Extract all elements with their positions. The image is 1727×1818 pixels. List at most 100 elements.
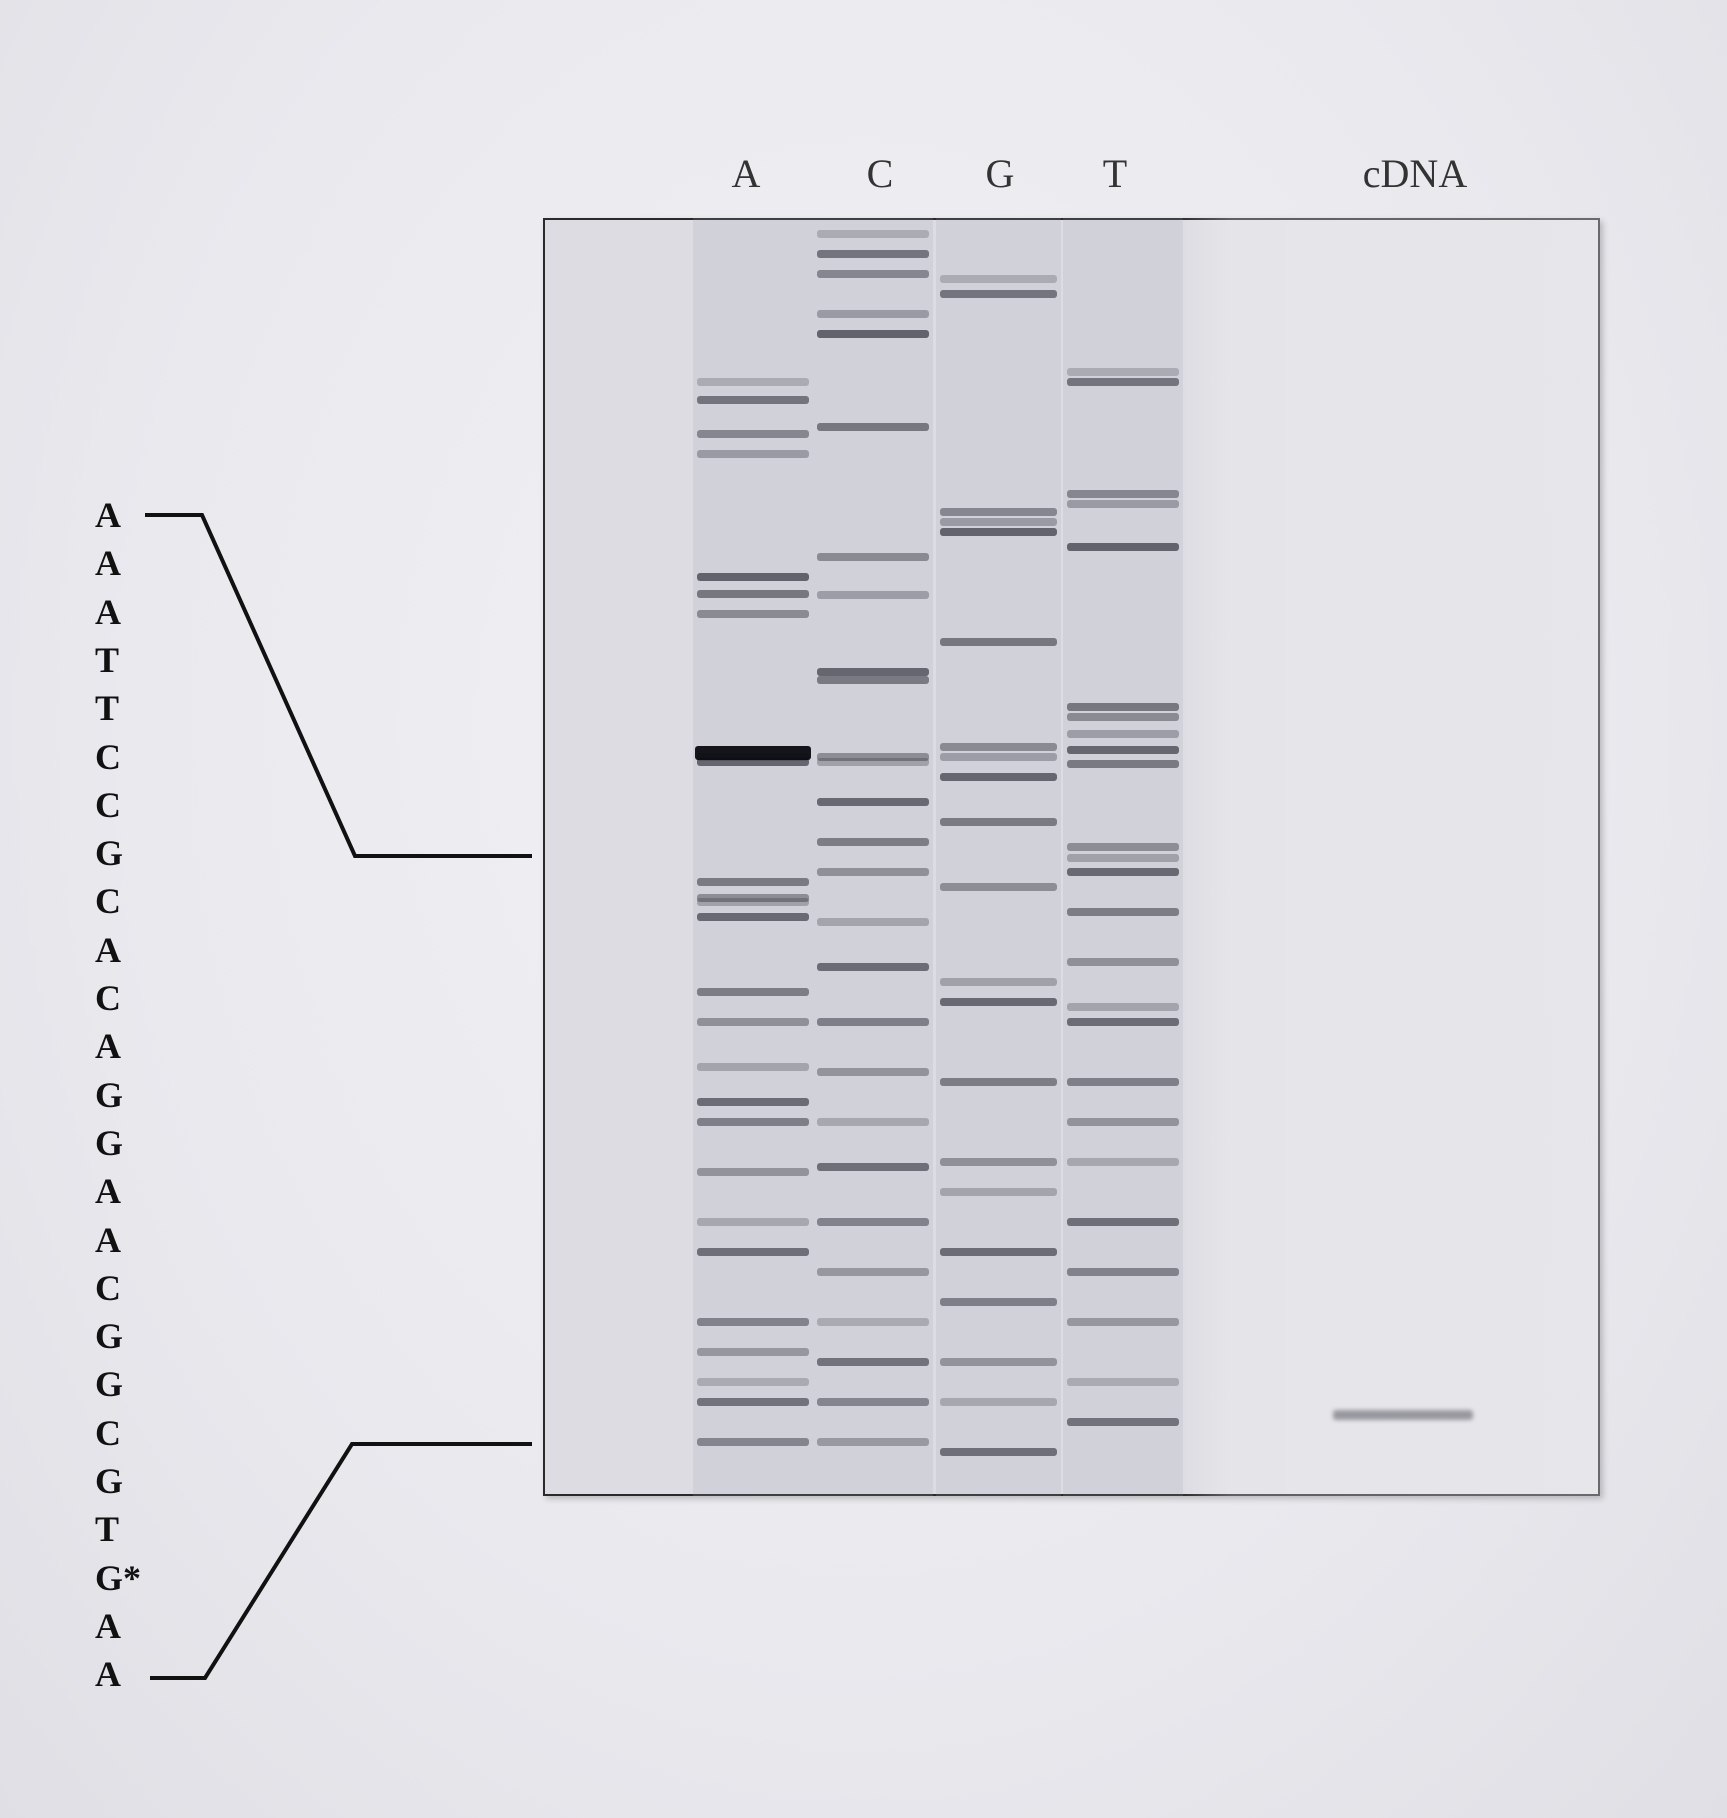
gel-band-strong bbox=[695, 746, 811, 760]
sequence-base: G bbox=[95, 1074, 124, 1115]
gel-band bbox=[817, 1218, 929, 1226]
gel-band bbox=[697, 878, 809, 886]
gel-band bbox=[697, 758, 809, 766]
gel-band bbox=[940, 518, 1057, 526]
gel-band bbox=[817, 1438, 929, 1446]
gel-band bbox=[940, 528, 1057, 536]
lane-label-cdna: cDNA bbox=[1362, 151, 1468, 196]
gel-band bbox=[697, 1118, 809, 1126]
gel-band bbox=[940, 1248, 1057, 1256]
gel-band bbox=[940, 1448, 1057, 1456]
gel-band bbox=[940, 638, 1057, 646]
gel-band bbox=[1067, 1268, 1179, 1276]
sequence-base: T bbox=[95, 1509, 120, 1550]
gel-band bbox=[817, 591, 929, 599]
gel-band bbox=[817, 230, 929, 238]
sequence-base: A bbox=[95, 495, 121, 535]
gel-band bbox=[940, 1398, 1057, 1406]
sequence-base: A bbox=[95, 543, 121, 584]
gel-lane-c bbox=[813, 218, 933, 1496]
gel-band bbox=[817, 250, 929, 258]
sequence-base: C bbox=[95, 978, 121, 1018]
gel-band bbox=[1067, 746, 1179, 754]
gel-band bbox=[1067, 908, 1179, 916]
sequence-base: C bbox=[95, 1267, 121, 1308]
gel-band bbox=[697, 1018, 809, 1026]
gel-band bbox=[1067, 378, 1179, 386]
gel-band bbox=[940, 773, 1057, 781]
gel-band bbox=[940, 275, 1057, 283]
gel-band bbox=[1067, 713, 1179, 721]
sequence-base: A bbox=[95, 1605, 121, 1646]
gel-band bbox=[1067, 1018, 1179, 1026]
lane-label-t: T bbox=[1102, 151, 1128, 196]
gel-band bbox=[1067, 730, 1179, 738]
sequence-base: T bbox=[95, 639, 120, 680]
sequence-base: A bbox=[95, 1654, 121, 1695]
gel-band bbox=[1067, 543, 1179, 551]
gel-band bbox=[1067, 843, 1179, 851]
gel-band bbox=[817, 1318, 929, 1326]
sequence-base: T bbox=[95, 688, 120, 729]
gel-band bbox=[940, 1358, 1057, 1366]
sequence-base: A bbox=[95, 1026, 121, 1067]
lane-label-g: G bbox=[985, 151, 1015, 196]
gel-band bbox=[940, 818, 1057, 826]
gel-band bbox=[1067, 500, 1179, 508]
sequence-base: C bbox=[95, 736, 121, 777]
gel-band bbox=[697, 1063, 809, 1071]
gel-band bbox=[697, 573, 809, 581]
gel-band bbox=[940, 1078, 1057, 1086]
gel-band bbox=[697, 894, 809, 902]
gel-band bbox=[817, 330, 929, 338]
gel-band bbox=[697, 378, 809, 386]
sequence-base: C bbox=[95, 881, 121, 922]
gel-band bbox=[940, 1298, 1057, 1306]
gel-band bbox=[1067, 1118, 1179, 1126]
gel-band bbox=[697, 590, 809, 598]
sequence-base: C bbox=[95, 1412, 121, 1453]
gel-band bbox=[817, 1268, 929, 1276]
gel-band bbox=[817, 758, 929, 766]
lane-label-a: A bbox=[731, 151, 761, 196]
sequence-base: C bbox=[95, 784, 121, 825]
gel-band bbox=[940, 1188, 1057, 1196]
gel-band bbox=[940, 508, 1057, 516]
gel-band bbox=[1067, 490, 1179, 498]
gel-band bbox=[1067, 368, 1179, 376]
gel-band bbox=[817, 553, 929, 561]
gel-band bbox=[697, 430, 809, 438]
sequence-base: A bbox=[95, 591, 121, 632]
gel-band bbox=[697, 1168, 809, 1176]
gel-band bbox=[697, 988, 809, 996]
gel-band bbox=[1067, 1418, 1179, 1426]
gel-band bbox=[940, 753, 1057, 761]
cdna-band bbox=[1333, 1410, 1473, 1420]
gel-band bbox=[1067, 1003, 1179, 1011]
gel-band bbox=[940, 998, 1057, 1006]
gel-band bbox=[697, 913, 809, 921]
gel-band bbox=[697, 610, 809, 618]
gel-band bbox=[817, 668, 929, 676]
gel-band bbox=[817, 798, 929, 806]
gel-band bbox=[697, 1348, 809, 1356]
gel-band bbox=[817, 963, 929, 971]
sequence-base: A bbox=[95, 929, 121, 970]
gel-band bbox=[697, 1398, 809, 1406]
gel-band bbox=[697, 898, 809, 906]
gel-band bbox=[1067, 868, 1179, 876]
sequence-base: A bbox=[95, 1219, 121, 1260]
gel-band bbox=[817, 1398, 929, 1406]
sequence-base: G bbox=[95, 1364, 124, 1405]
gel-band bbox=[817, 1068, 929, 1076]
gel-band bbox=[1067, 1378, 1179, 1386]
gel-band bbox=[817, 676, 929, 684]
gel-band bbox=[1067, 958, 1179, 966]
lane-label-c: C bbox=[866, 151, 894, 196]
gel-band bbox=[817, 838, 929, 846]
sequence-base: G bbox=[95, 833, 124, 874]
gel-band bbox=[1067, 760, 1179, 768]
gel-band bbox=[940, 1158, 1057, 1166]
gel-lane-t bbox=[1063, 218, 1183, 1496]
gel-band bbox=[697, 396, 809, 404]
